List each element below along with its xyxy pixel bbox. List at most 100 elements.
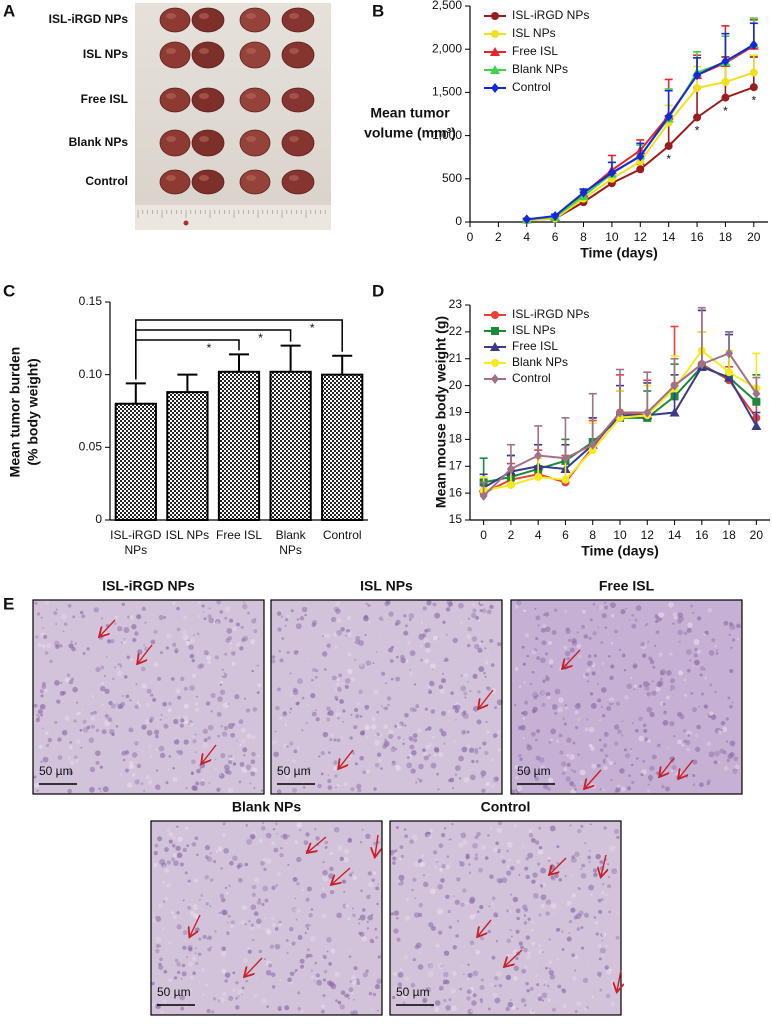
tissue-cell: [506, 870, 512, 876]
tissue-cell: [480, 770, 487, 777]
tissue-cell: [238, 719, 244, 725]
tissue-cell: [415, 781, 418, 784]
tissue-cell: [86, 647, 90, 651]
tissue-cell: [353, 966, 358, 971]
arrow: [478, 919, 492, 936]
tissue-cell: [602, 714, 606, 718]
tissue-cell: [33, 703, 38, 708]
tissue-cell: [176, 852, 183, 859]
tissue-cell: [729, 621, 734, 627]
tissue-cell: [393, 928, 399, 934]
tissue-cell: [315, 977, 319, 980]
tissue-cell: [326, 717, 331, 722]
tissue-cell: [288, 834, 291, 837]
tissue-cell: [655, 630, 660, 635]
tissue-cell: [509, 999, 512, 1001]
tissue-cell: [232, 762, 237, 766]
tissue-cell: [322, 954, 327, 960]
tissue-cell: [253, 911, 259, 917]
tissue-cell: [430, 663, 436, 669]
tissue-cell: [722, 750, 727, 755]
tissue-cell: [433, 753, 437, 757]
tissue-cell: [415, 942, 422, 949]
tumor-highlight: [246, 13, 256, 19]
tissue-cell: [523, 609, 526, 613]
tissue-cell: [336, 912, 342, 919]
tissue-cell: [330, 886, 334, 891]
tissue-cell: [34, 601, 38, 605]
tissue-cell: [532, 706, 538, 713]
tissue-cell: [159, 957, 163, 962]
tissue-cell: [598, 975, 601, 978]
arrow: [308, 836, 327, 852]
tissue-cell: [129, 615, 134, 620]
tissue-cell: [82, 719, 87, 724]
tissue-cell: [601, 939, 604, 942]
tissue-cell: [566, 762, 571, 767]
tissue-cell: [94, 750, 101, 757]
tissue-cell: [369, 938, 375, 944]
tissue-cell: [526, 989, 530, 993]
tissue-cell: [516, 916, 520, 921]
tissue-cell: [388, 733, 394, 739]
tissue-cell: [723, 620, 729, 626]
tissue-cell: [649, 659, 655, 665]
tumor: [191, 87, 225, 113]
tissue-cell: [149, 755, 153, 758]
tissue-cell: [226, 627, 233, 634]
tissue-cell: [262, 857, 267, 862]
tumor: [159, 169, 191, 195]
tissue-cell: [254, 877, 260, 883]
tissue-cell: [349, 736, 353, 740]
tissue-cell: [474, 747, 479, 752]
tissue-cell: [460, 832, 467, 839]
tissue-cell: [298, 828, 302, 832]
tissue-cell: [439, 688, 445, 694]
tissue-cell: [242, 747, 248, 753]
tissue-cell: [406, 762, 413, 769]
tissue-cell: [472, 993, 477, 998]
tissue-cell: [588, 860, 591, 863]
tissue-cell: [183, 739, 189, 745]
tissue-cell: [226, 770, 229, 773]
tissue-cell: [368, 894, 371, 897]
tissue-cell: [39, 703, 46, 710]
tissue-cell: [658, 652, 664, 658]
tissue-cell: [256, 924, 262, 930]
tissue-cell: [204, 844, 211, 851]
marker: [643, 407, 652, 418]
tissue-cell: [394, 622, 399, 626]
tissue-cell: [36, 789, 39, 792]
tissue-cell: [229, 618, 234, 623]
tissue-cell: [427, 726, 432, 731]
tissue-cell: [414, 897, 416, 900]
tissue-cell: [488, 905, 491, 908]
tissue-cell: [523, 947, 528, 953]
tissue-cell: [576, 702, 581, 708]
tissue-cell: [311, 711, 317, 717]
tissue-cell: [650, 658, 653, 661]
y-tick-label: 0.15: [79, 294, 103, 308]
tissue-cell: [511, 953, 514, 956]
tumor: [159, 129, 191, 157]
marker: [490, 342, 500, 351]
tissue-cell: [422, 751, 428, 757]
tissue-cell: [418, 779, 423, 783]
tissue-cell: [214, 619, 221, 625]
tissue-cell: [515, 929, 520, 934]
tissue-cell: [320, 1009, 325, 1014]
tissue-cell: [576, 643, 582, 649]
tissue-cell: [709, 711, 714, 716]
tissue-cell: [587, 654, 592, 658]
tissue-cell: [731, 701, 734, 704]
tissue-cell: [177, 695, 182, 700]
tissue-cell: [115, 665, 121, 670]
tissue-cell: [542, 883, 546, 887]
tissue-cell: [537, 995, 543, 1001]
tissue-cell: [167, 940, 172, 945]
tissue-cell: [60, 613, 67, 620]
tissue-cell: [343, 782, 348, 786]
tissue-cell: [162, 701, 168, 707]
tissue-cell: [291, 907, 298, 913]
